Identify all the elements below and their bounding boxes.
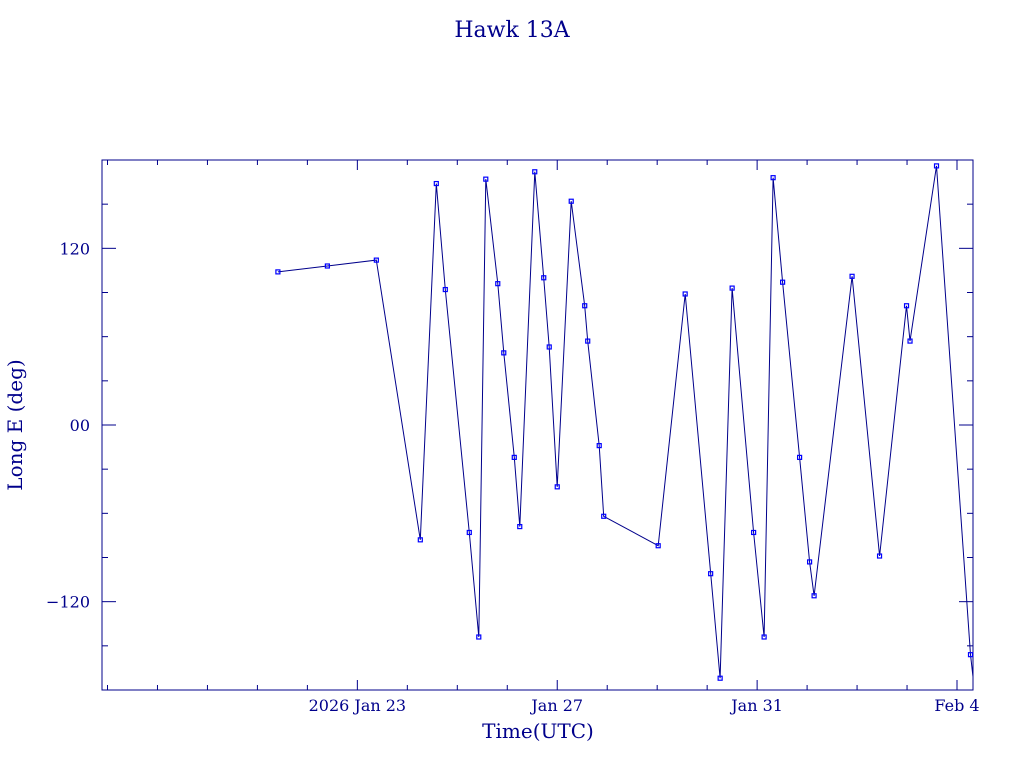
data-point xyxy=(729,285,735,291)
series-path xyxy=(277,165,973,682)
data-point xyxy=(568,198,574,204)
y-tick-label: 00 xyxy=(70,416,90,435)
data-point xyxy=(811,593,817,599)
data-point xyxy=(532,169,538,175)
chart-title: Hawk 13A xyxy=(454,18,570,43)
data-point xyxy=(517,523,523,530)
series-line xyxy=(277,165,973,682)
data-point xyxy=(770,175,776,181)
data-point xyxy=(601,513,607,519)
data-point xyxy=(967,652,974,658)
x-tick-label: 2026 Jan 23 xyxy=(309,696,407,715)
data-point xyxy=(708,571,714,577)
y-tick-label: −120 xyxy=(46,593,90,612)
data-point xyxy=(417,537,423,543)
data-markers xyxy=(275,163,974,681)
data-point xyxy=(275,269,281,275)
data-point xyxy=(466,529,472,536)
data-point xyxy=(546,344,552,350)
axis-ticks xyxy=(102,160,973,690)
data-point xyxy=(585,338,591,344)
data-point xyxy=(596,443,602,449)
data-point xyxy=(483,176,489,182)
data-point xyxy=(849,273,855,279)
axis-tick-labels: 2026 Jan 23 Jan 27 Jan 31 Feb 4 120 00 −120 xyxy=(46,239,980,715)
data-point xyxy=(717,675,723,681)
data-point xyxy=(796,454,803,460)
data-point xyxy=(751,529,757,536)
data-point xyxy=(433,180,439,187)
y-axis-label: Long E (deg) xyxy=(3,359,27,490)
y-tick-label: 120 xyxy=(59,239,90,258)
data-point xyxy=(933,163,940,169)
data-point xyxy=(682,291,688,297)
data-point xyxy=(554,484,560,490)
data-point xyxy=(907,338,913,344)
x-tick-label: Feb 4 xyxy=(934,696,979,715)
data-point xyxy=(903,303,910,309)
data-point xyxy=(495,281,501,287)
x-axis-label: Time(UTC) xyxy=(482,719,594,743)
data-point xyxy=(806,559,813,565)
plot-frame xyxy=(101,159,974,691)
data-point xyxy=(373,257,379,263)
data-point xyxy=(476,634,482,640)
data-point xyxy=(582,303,588,309)
data-point xyxy=(876,553,883,559)
data-point xyxy=(324,263,330,269)
data-point xyxy=(780,279,786,285)
data-point xyxy=(511,454,517,460)
data-point xyxy=(442,286,448,293)
data-point xyxy=(761,634,767,640)
x-tick-label: Jan 31 xyxy=(729,696,783,715)
data-point xyxy=(501,350,507,356)
data-point xyxy=(541,275,547,281)
data-point xyxy=(655,543,661,549)
x-tick-label: Jan 27 xyxy=(529,696,583,715)
plot-area xyxy=(275,163,974,682)
